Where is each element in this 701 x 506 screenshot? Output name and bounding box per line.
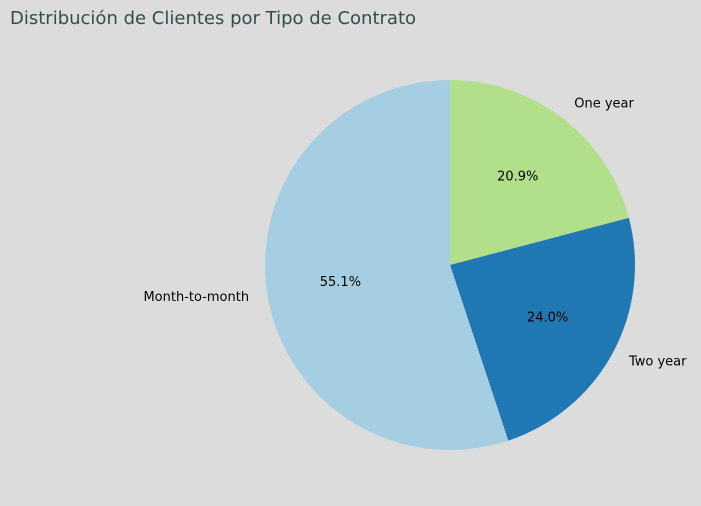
pie-labels: One year 20.9% Two year 24.0% Month-to-month… xyxy=(143,96,687,369)
slice-label: Two year xyxy=(628,354,687,369)
slice-percent-label: 24.0% xyxy=(527,310,568,325)
slice-label: One year xyxy=(574,96,634,111)
pie-slice-one-year xyxy=(450,80,629,265)
slice-percent-label: 20.9% xyxy=(497,170,538,185)
chart-title: Distribución de Clientes por Tipo de Con… xyxy=(10,8,417,29)
slice-label: Month-to-month xyxy=(143,290,249,305)
pie-slice-month-to-month xyxy=(265,80,509,450)
pie-slice-two-year xyxy=(450,217,635,441)
slice-percent-label: 55.1% xyxy=(320,275,361,290)
pie-slices xyxy=(265,80,635,450)
